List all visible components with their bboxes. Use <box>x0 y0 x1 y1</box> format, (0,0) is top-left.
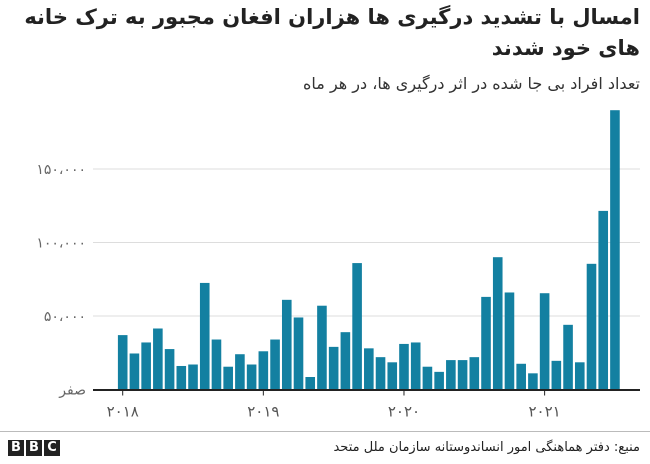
bar <box>586 263 597 390</box>
bar <box>199 282 210 390</box>
bar <box>223 366 233 390</box>
footer-divider <box>0 431 650 432</box>
bar <box>305 377 316 390</box>
bar <box>258 351 269 390</box>
bar <box>446 360 456 390</box>
bar <box>270 339 280 390</box>
bar <box>317 305 327 390</box>
bar <box>539 293 550 390</box>
bar <box>598 210 609 390</box>
x-tick-label: ۲۰۱۸ <box>107 403 139 421</box>
bar <box>153 328 163 390</box>
bar <box>246 364 257 390</box>
bar <box>516 363 526 390</box>
bar <box>399 343 409 390</box>
y-tick-label: ۱۵۰،۰۰۰ <box>36 162 86 178</box>
bar <box>340 332 351 390</box>
bar <box>141 342 151 390</box>
bar <box>375 357 386 390</box>
y-tick-label: ۵۰،۰۰۰ <box>44 309 86 325</box>
bar <box>434 371 444 390</box>
bar <box>117 335 128 390</box>
bar <box>563 324 573 390</box>
x-tick-label: ۲۰۲۱ <box>529 403 561 421</box>
x-tick-label: ۲۰۱۹ <box>247 403 279 421</box>
bar <box>281 299 292 390</box>
bbc-logo: B B C <box>8 440 60 456</box>
source-text: منبع: دفتر هماهنگی امور انساندوستانه ساز… <box>333 440 640 455</box>
bar <box>504 292 515 390</box>
bar <box>293 317 304 390</box>
bar <box>528 373 538 390</box>
bar <box>551 360 562 390</box>
bar <box>469 357 480 390</box>
bar <box>387 362 398 390</box>
chart-title: امسال با تشدید درگیری ها هزاران افغان مج… <box>24 5 640 60</box>
bar <box>328 346 339 390</box>
bar <box>492 257 503 390</box>
bar <box>164 349 175 390</box>
bar <box>410 342 421 390</box>
bar <box>481 296 491 390</box>
x-tick-label: ۲۰۲۰ <box>388 403 420 421</box>
bar <box>422 366 433 390</box>
bar <box>188 364 198 390</box>
bar <box>129 353 140 390</box>
chart-subtitle: تعداد افراد بی جا شده در اثر درگیری ها، … <box>303 74 640 93</box>
bar <box>457 360 468 390</box>
y-tick-label: ۱۰۰،۰۰۰ <box>36 236 86 252</box>
y-tick-label: صفر <box>58 383 86 399</box>
bar <box>574 362 585 390</box>
bar <box>235 354 245 390</box>
bar <box>211 339 222 390</box>
bar-chart: صفر ۵۰،۰۰۰ ۱۰۰،۰۰۰ ۱۵۰،۰۰۰ ۲۰۱۸ ۲۰۱۹ ۲۰۲۰ ۲۰۲۱ <box>36 110 640 421</box>
bar <box>610 110 620 390</box>
bar <box>352 263 362 390</box>
bar <box>364 348 374 390</box>
bar <box>176 365 187 390</box>
